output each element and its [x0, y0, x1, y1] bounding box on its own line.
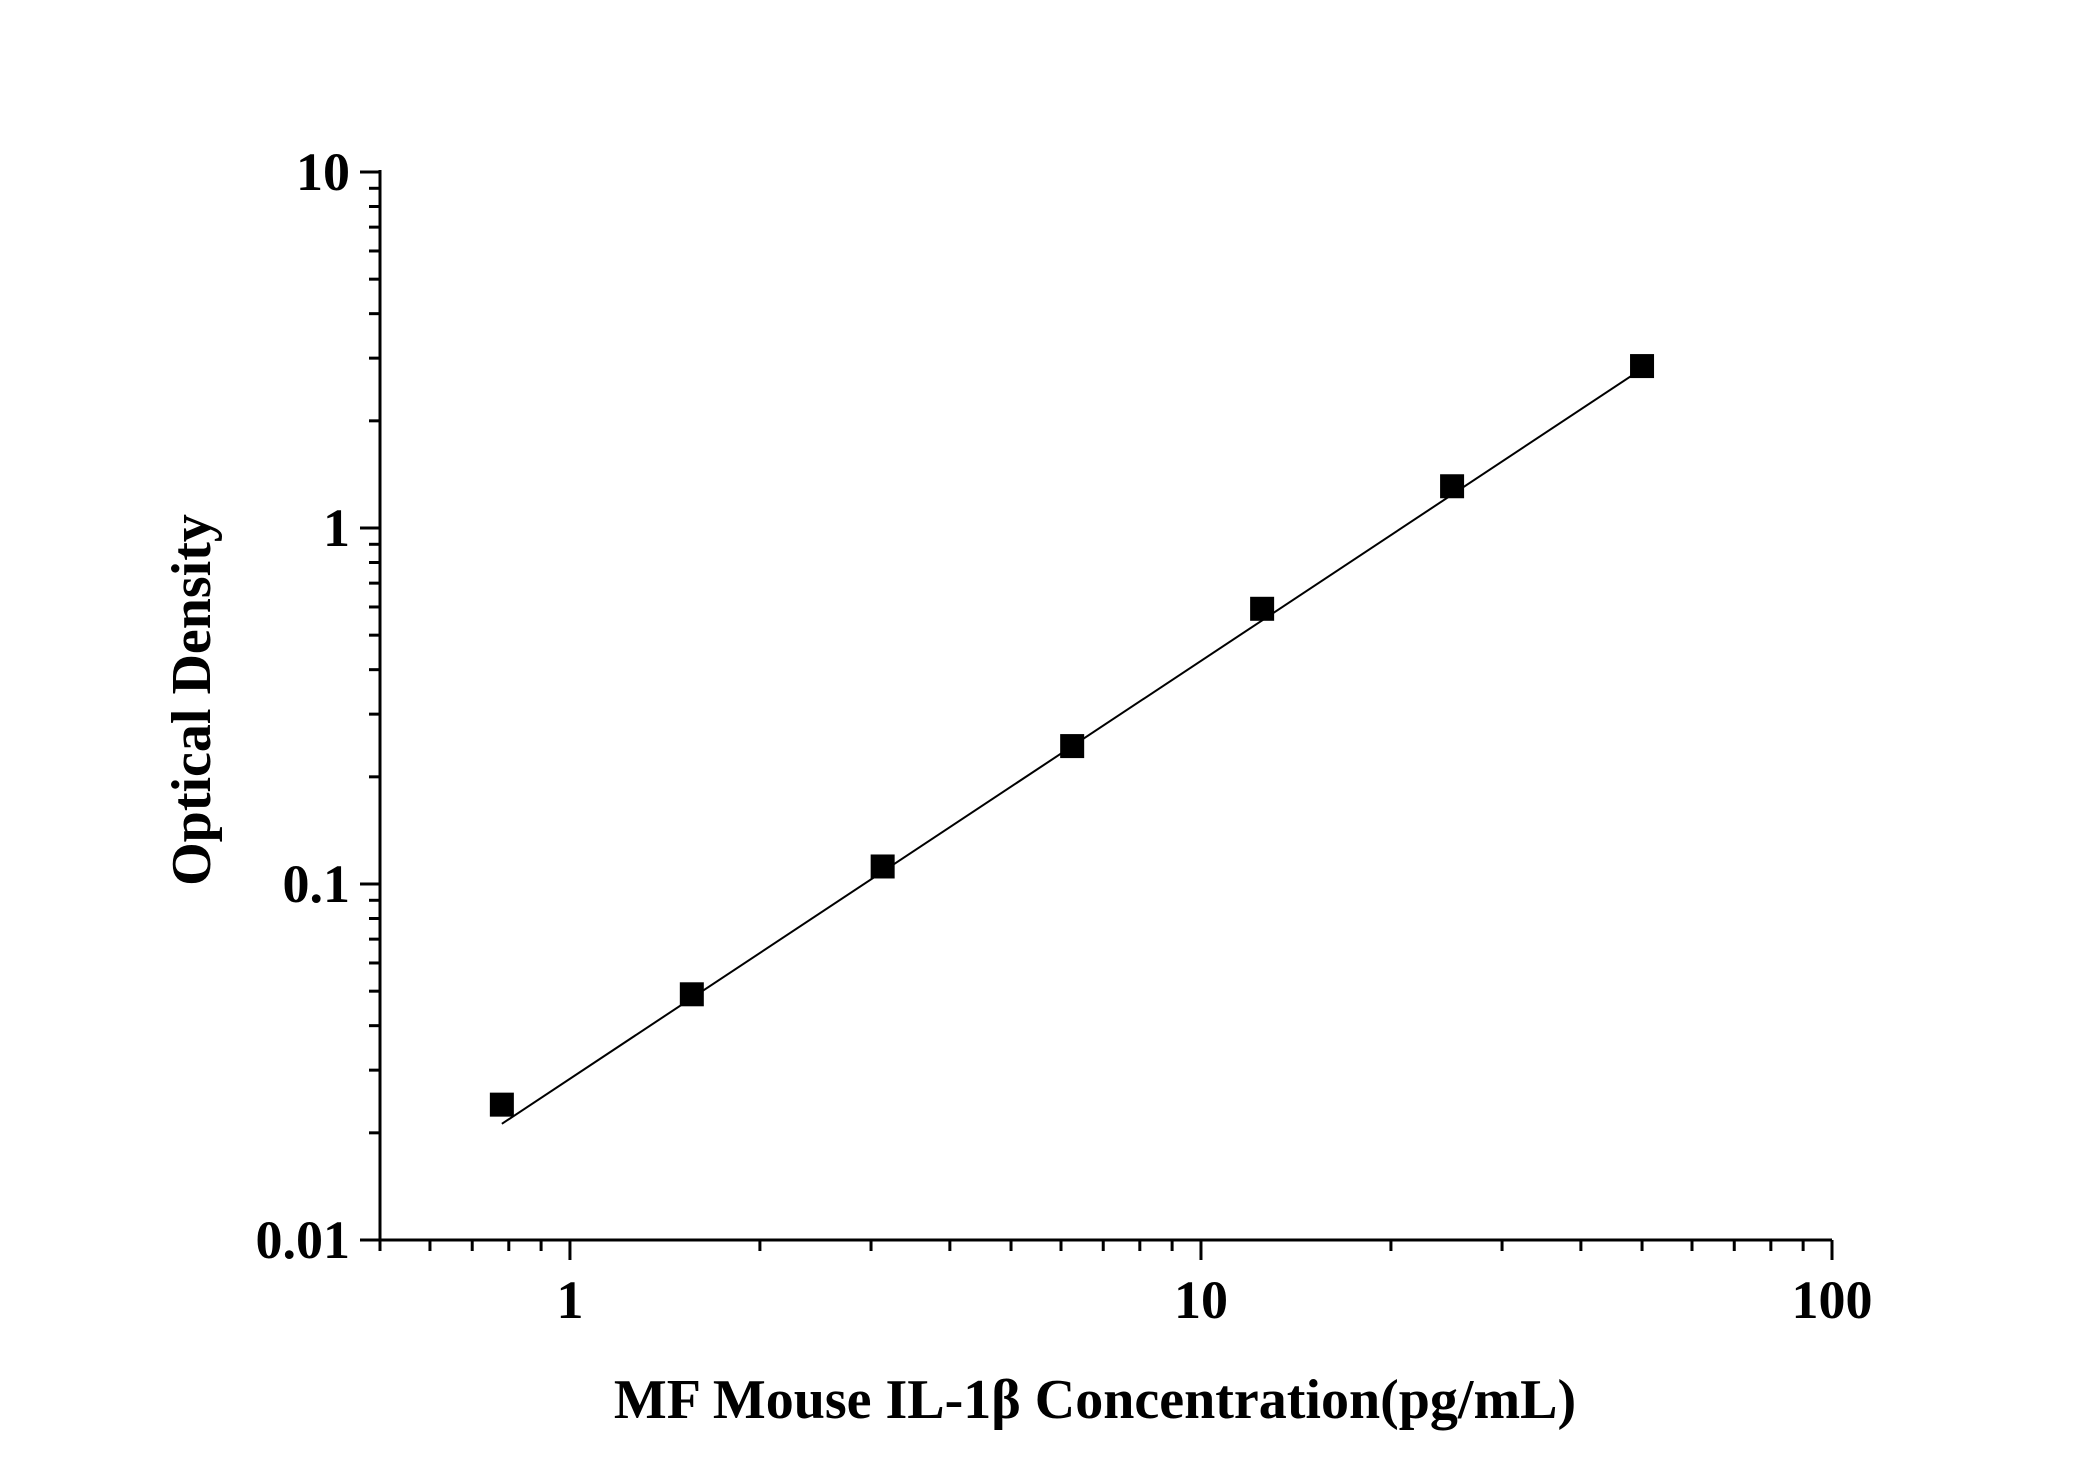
x-axis-title: MF Mouse IL-1β Concentration(pg/mL) — [614, 1369, 1576, 1431]
y-tick-label: 0.01 — [256, 1210, 351, 1270]
x-tick-label: 100 — [1792, 1270, 1873, 1330]
y-tick-label: 0.1 — [283, 854, 351, 914]
data-point — [1630, 354, 1655, 379]
data-point — [489, 1092, 514, 1117]
x-tick-label: 1 — [556, 1270, 583, 1330]
data-points — [489, 354, 1655, 1117]
data-point — [1440, 474, 1465, 499]
ticks — [360, 170, 1834, 1260]
tick-labels: 1 10 100 0.01 0.1 1 10 — [256, 142, 1873, 1330]
y-tick-label: 1 — [323, 498, 350, 558]
data-point — [1060, 734, 1085, 759]
data-point — [679, 982, 704, 1007]
y-tick-label: 10 — [296, 142, 350, 202]
data-point — [870, 854, 895, 879]
axes — [378, 170, 1832, 1242]
x-tick-label: 10 — [1174, 1270, 1228, 1330]
y-axis-title: Optical Density — [161, 514, 223, 886]
data-point — [1250, 596, 1275, 621]
